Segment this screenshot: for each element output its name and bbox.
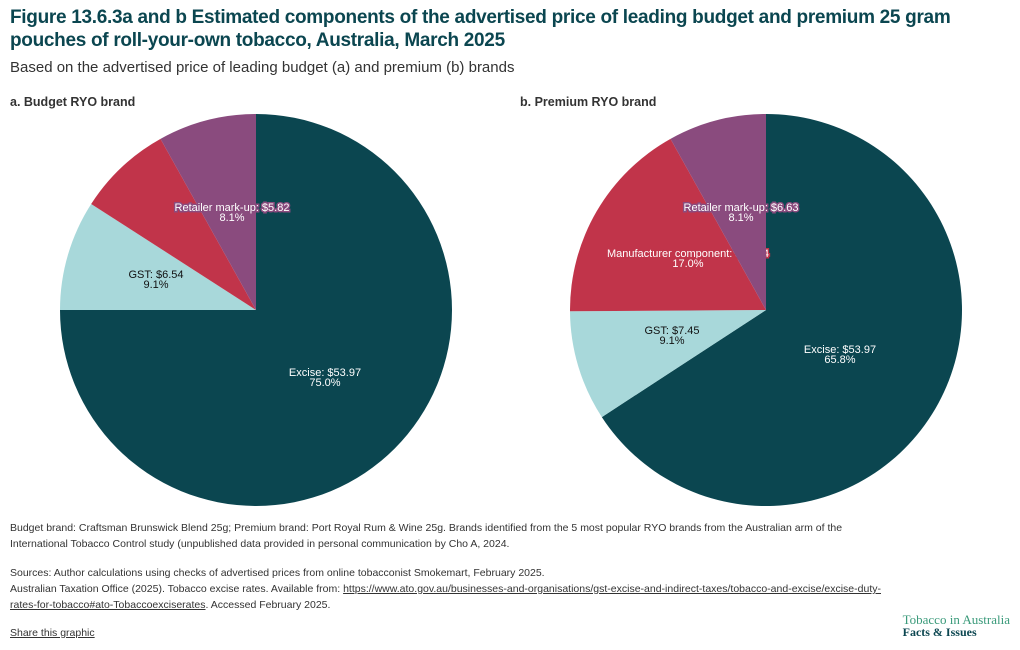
slice-label: Manufacturer component: $13.94 xyxy=(607,248,769,260)
share-link[interactable]: Share this graphic xyxy=(10,627,95,639)
pie-b-title: b. Premium RYO brand xyxy=(520,95,657,109)
pie-slice-retailer-mark-up[interactable] xyxy=(160,114,256,310)
ato-suffix: . Accessed February 2025. xyxy=(205,599,331,611)
pie-a-title: a. Budget RYO brand xyxy=(10,95,136,109)
slice-percent: 65.8% xyxy=(824,354,855,366)
slice-percent: 75.0% xyxy=(309,377,340,389)
logo: Tobacco in Australia Facts & Issues xyxy=(903,613,1010,639)
logo-line2: Facts & Issues xyxy=(902,625,977,639)
slice-percent: 8.1% xyxy=(728,212,753,224)
brands-note: Budget brand: Craftsman Brunswick Blend … xyxy=(10,522,843,550)
slice-label: Retailer mark-up: $6.63 xyxy=(684,202,799,214)
ato-link[interactable]: https://www.ato.gov.au/businesses-and-or… xyxy=(10,583,881,611)
pie-slice-retailer-mark-up[interactable] xyxy=(670,114,766,310)
slice-percent: 9.1% xyxy=(659,335,684,347)
ato-reference: Australian Taxation Office (2025). Tobac… xyxy=(10,581,900,613)
pie-slice-manufacturer-component[interactable] xyxy=(570,138,766,312)
slice-percent: 9.1% xyxy=(143,279,168,291)
pie-slice-excise[interactable] xyxy=(601,114,962,506)
slice-label: GST: $7.45 xyxy=(644,325,699,337)
logo-line1: Tobacco in Australia xyxy=(902,612,1010,627)
pie-slice-gst[interactable] xyxy=(570,310,766,418)
pie-slice-gst[interactable] xyxy=(60,203,256,310)
pie-slice-unlabelled[interactable] xyxy=(91,138,256,310)
slice-percent: 8.1% xyxy=(219,212,244,224)
sources-note: Sources: Author calculations using check… xyxy=(10,565,900,613)
chart-title: Figure 13.6.3a and b Estimated component… xyxy=(10,7,951,51)
chart-subtitle: Based on the advertised price of leading… xyxy=(10,59,515,76)
slice-percent: 17.0% xyxy=(672,258,703,270)
sources-line: Sources: Author calculations using check… xyxy=(10,567,545,579)
slice-label: GST: $6.54 xyxy=(128,269,183,281)
slice-label: Retailer mark-up: $5.82 xyxy=(175,202,290,214)
ato-prefix: Australian Taxation Office (2025). Tobac… xyxy=(10,583,344,595)
slice-label: Excise: $53.97 xyxy=(804,344,876,356)
slice-label: Excise: $53.97 xyxy=(289,367,361,379)
